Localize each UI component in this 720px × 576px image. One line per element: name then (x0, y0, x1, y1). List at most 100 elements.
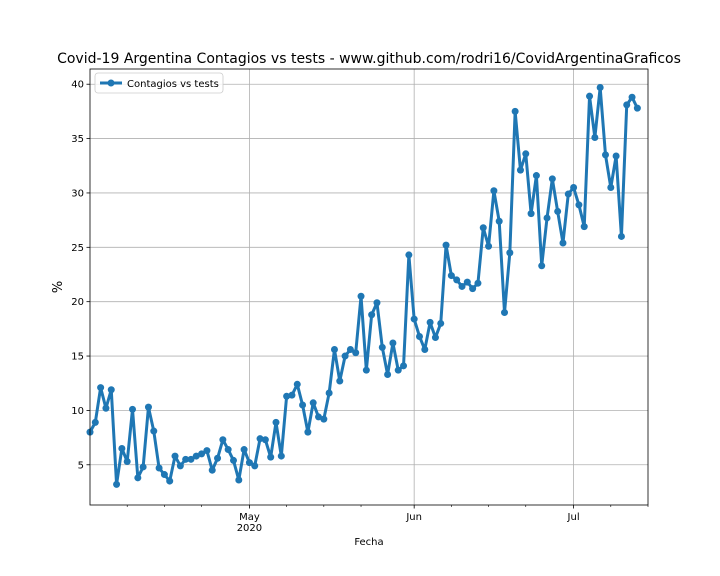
data-point (458, 282, 466, 290)
data-point (208, 466, 216, 474)
data-point (304, 428, 312, 436)
data-point (362, 366, 370, 374)
data-point (554, 207, 562, 215)
data-point (283, 392, 291, 400)
data-point (453, 276, 461, 284)
data-point (538, 262, 546, 270)
data-point (102, 404, 110, 412)
data-point (341, 352, 349, 360)
data-point (607, 184, 615, 192)
data-point (192, 452, 200, 460)
data-point (123, 458, 131, 466)
data-point (591, 134, 599, 141)
data-point (118, 444, 126, 452)
data-point (299, 401, 307, 409)
legend-box (94, 72, 224, 94)
data-point (543, 214, 551, 222)
data-point (134, 474, 142, 482)
data-point (394, 366, 402, 374)
data-point (91, 418, 99, 426)
data-point (601, 151, 609, 159)
data-point (570, 184, 578, 192)
data-point (378, 343, 386, 351)
data-point (421, 346, 429, 354)
data-point (214, 454, 222, 462)
y-axis-label: % (51, 281, 66, 293)
data-point (166, 477, 174, 485)
data-point (224, 446, 232, 454)
data-point (501, 309, 509, 317)
data-point (97, 384, 105, 392)
data-point (431, 334, 439, 342)
data-point (320, 415, 328, 423)
data-point (447, 272, 455, 280)
data-point (384, 371, 392, 379)
data-point (516, 166, 524, 174)
data-point (277, 452, 285, 460)
data-point (532, 172, 540, 180)
data-point (628, 93, 636, 101)
y-tick-label: 10 (71, 406, 84, 417)
data-point (612, 152, 620, 160)
data-point (155, 464, 163, 472)
data-point (495, 217, 503, 225)
series-layer (86, 83, 641, 488)
data-point (256, 435, 264, 443)
data-point (368, 311, 376, 319)
data-point (113, 480, 121, 488)
x-tick-label: Jun (405, 512, 422, 523)
legend: Contagios vs tests (94, 72, 224, 94)
data-point (373, 299, 381, 307)
data-point (229, 456, 237, 464)
data-point (325, 389, 333, 397)
legend-label: Contagios vs tests (127, 79, 219, 90)
data-point (437, 319, 445, 327)
y-tick-label: 35 (71, 134, 84, 145)
data-point (171, 452, 179, 460)
data-point (176, 462, 184, 470)
data-point (315, 413, 323, 421)
y-tick-label: 40 (71, 80, 84, 91)
data-point (469, 285, 477, 293)
data-point (182, 455, 190, 463)
data-point (357, 292, 365, 300)
data-point (490, 187, 498, 195)
data-point (251, 462, 259, 470)
data-point (474, 279, 482, 287)
y-tick-label: 15 (71, 352, 84, 363)
data-point (548, 175, 556, 183)
x-axis-label: Fecha (354, 537, 383, 548)
data-point (219, 436, 227, 444)
data-point (203, 447, 211, 455)
data-point (527, 210, 535, 218)
data-point (485, 242, 493, 250)
data-point (187, 455, 195, 463)
data-point (506, 249, 514, 257)
data-point (511, 107, 519, 115)
data-point (426, 318, 434, 326)
data-point (463, 278, 471, 286)
data-point (596, 83, 604, 91)
y-tick-label: 20 (71, 297, 84, 308)
x-tick-label: Jul (567, 512, 580, 523)
data-point (272, 418, 280, 426)
data-point (405, 251, 413, 259)
data-point (336, 377, 344, 385)
legend-marker (107, 79, 115, 87)
data-point (617, 232, 625, 240)
data-point (479, 224, 487, 232)
data-point (129, 405, 137, 413)
data-point (580, 223, 588, 231)
data-point (564, 190, 572, 198)
data-point (400, 362, 408, 370)
chart-title: Covid-19 Argentina Contagios vs tests - … (57, 51, 681, 67)
data-point (389, 339, 397, 347)
data-point (261, 436, 269, 444)
data-point (144, 403, 152, 411)
data-point (288, 391, 296, 399)
data-point (139, 463, 147, 471)
data-point (309, 399, 317, 407)
data-point (235, 476, 243, 484)
